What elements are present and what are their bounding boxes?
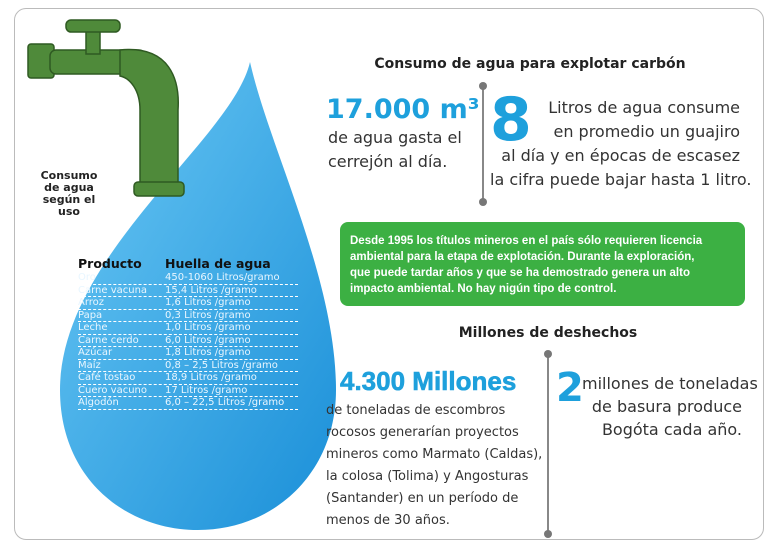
table-cell: 0,8 – 2,5 Litros /gramo <box>165 360 278 372</box>
table-cell: Café tostao <box>78 372 165 384</box>
table-cell: Oro <box>78 272 165 284</box>
table-cell: Algodón <box>78 397 165 409</box>
table-cell: 0,3 Litros /gramo <box>165 310 251 322</box>
text-line: impacto ambiental. No hay nigún tipo de … <box>350 281 737 297</box>
header-cell: Producto <box>78 256 165 272</box>
table-cell: 17 Litros /gramo <box>165 385 247 397</box>
text-line: menos de 30 años. <box>326 510 542 532</box>
text-line: que puede tardar años y que se ha demost… <box>350 265 737 281</box>
text-line: mineros como Marmato (Caldas), <box>326 444 542 466</box>
notice-text: Desde 1995 los títulos mineros en el paí… <box>340 222 745 297</box>
divider <box>547 354 549 534</box>
text-line: Desde 1995 los títulos mineros en el paí… <box>350 233 737 249</box>
divider-dot <box>544 530 552 538</box>
text-line: de basura produce <box>582 395 742 418</box>
table-cell: 6,0 – 22,5 Litros /gramo <box>165 397 284 409</box>
figure: 17.000 m³ <box>326 94 480 125</box>
divider-dot <box>479 82 487 90</box>
infographic: Consumode aguasegún eluso ProductoHuella… <box>0 0 773 544</box>
divider-dot <box>544 350 552 358</box>
text-line: (Santander) en un período de <box>326 488 542 510</box>
table-cell: Cuero vacuno <box>78 385 165 397</box>
text-line: uso <box>24 206 114 218</box>
text-line: la colosa (Tolima) y Angosturas <box>326 466 542 488</box>
table-cell: Arroz <box>78 297 165 309</box>
header-cell: Huella de agua <box>165 256 271 272</box>
table-cell: 6,0 Litros /gramo <box>165 335 251 347</box>
section-title: Millones de deshechos <box>420 325 676 341</box>
text-line: Bogóta cada año. <box>582 418 742 441</box>
section-title: Consumo de agua para explotar carbón <box>340 56 720 72</box>
text-line: millones de toneladas <box>582 372 742 395</box>
text-line: la cifra puede bajar hasta 1 litro. <box>490 168 740 192</box>
figure: 4.300 Millones <box>340 366 516 397</box>
text-line: al día y en épocas de escasez <box>490 144 740 168</box>
table-cell: 1,6 Litros /gramo <box>165 297 251 309</box>
table-cell: 450-1060 Litros/gramo <box>165 272 280 284</box>
text-line: en promedio un guajiro <box>490 120 740 144</box>
divider-dot <box>479 198 487 206</box>
text-line: de toneladas de escombros <box>326 400 542 422</box>
text-line: de agua gasta el <box>328 126 462 150</box>
table-cell: Maíz <box>78 360 165 372</box>
table-cell: Leche <box>78 322 165 334</box>
table-cell: Papa <box>78 310 165 322</box>
table-cell: Carne cerdo <box>78 335 165 347</box>
notice-box: Desde 1995 los títulos mineros en el paí… <box>340 222 745 306</box>
text-line: Litros de agua consume <box>490 96 740 120</box>
table-cell: Azúcar <box>78 347 165 359</box>
table-cell: 1,8 Litros /gramo <box>165 347 251 359</box>
text-line: cerrejón al día. <box>328 150 462 174</box>
text-line: ambiental para la etapa de explotación. … <box>350 249 737 265</box>
table-cell: Carne vacuna <box>78 285 165 297</box>
body: Consumode aguasegún eluso ProductoHuella… <box>0 0 773 544</box>
page: {"faucet_label": ["Consumo", "de agua", … <box>0 0 773 544</box>
table-cell: 18,9 Litros /gramo <box>165 372 257 384</box>
table-cell: 1,0 Litros /gramo <box>165 322 251 334</box>
figure: 2 <box>556 366 584 410</box>
table-cell: 15,4 Litros /gramo <box>165 285 257 297</box>
divider <box>482 86 484 202</box>
text-line: rocosos generarían proyectos <box>326 422 542 444</box>
